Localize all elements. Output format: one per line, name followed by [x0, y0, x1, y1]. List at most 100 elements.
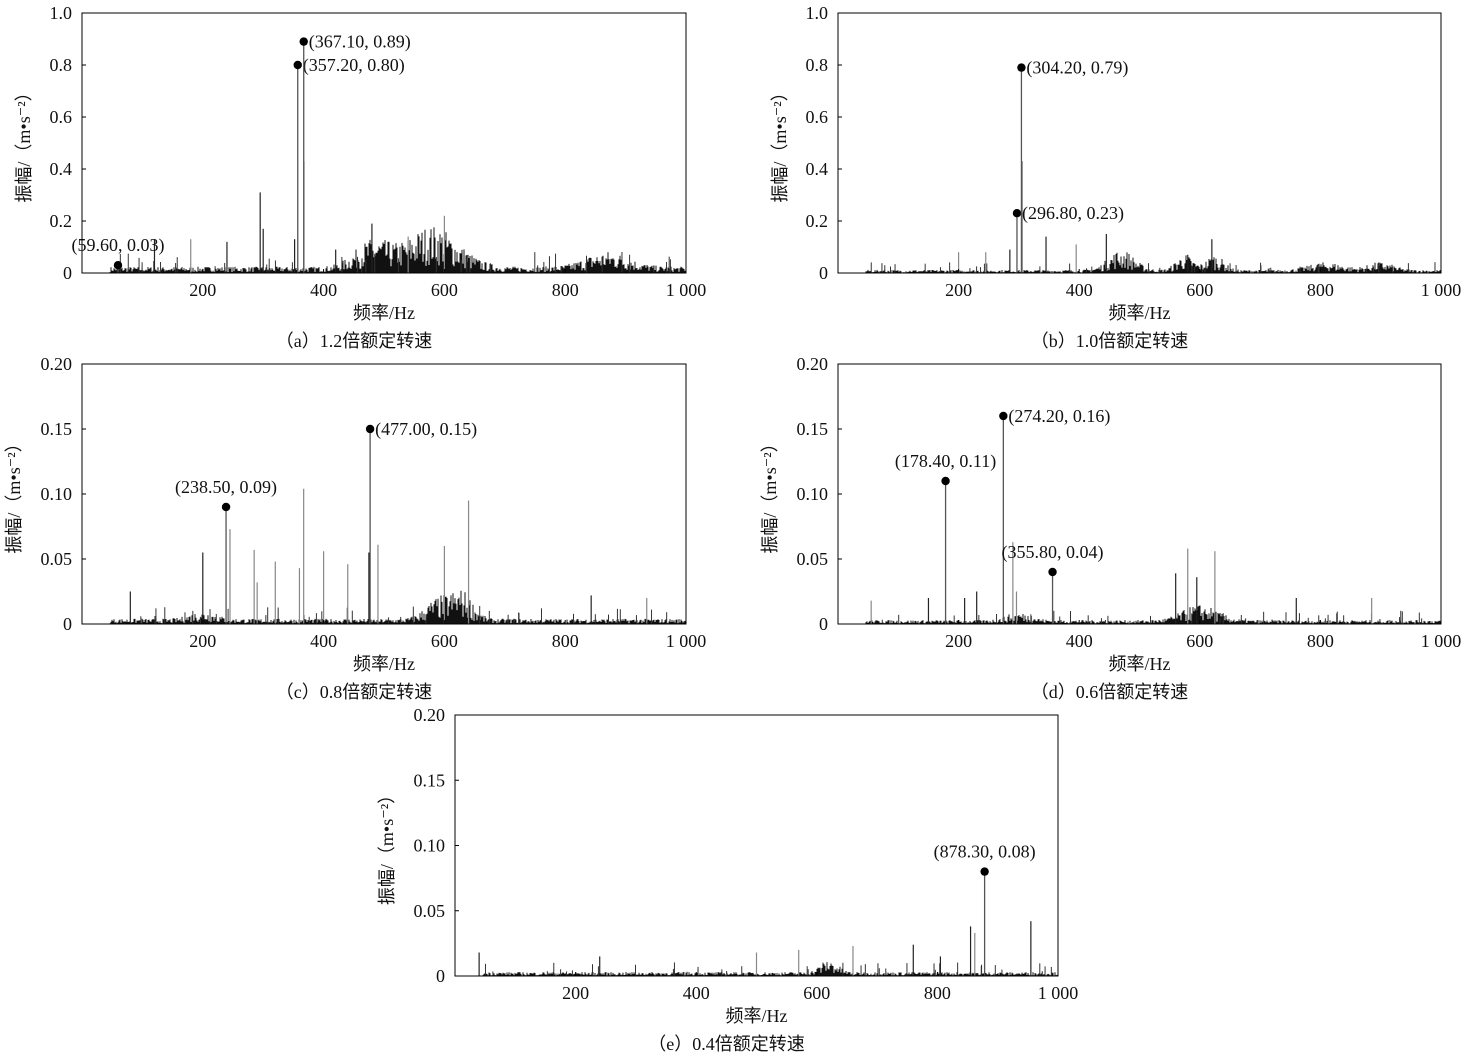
y-tick-label: 0 — [436, 966, 445, 986]
x-tick-label: 200 — [189, 631, 216, 651]
x-tick-label: 200 — [562, 983, 589, 1003]
peak-annotation: (878.30, 0.08) — [934, 842, 1036, 863]
x-tick-label: 1 000 — [666, 280, 707, 300]
y-tick-label: 0.6 — [50, 107, 73, 127]
y-tick-label: 0.20 — [797, 354, 829, 374]
y-tick-label: 0.10 — [41, 484, 73, 504]
peak-annotation: (304.20, 0.79) — [1026, 58, 1128, 79]
peak-annotation: (296.80, 0.23) — [1022, 203, 1124, 224]
peak-marker — [1048, 567, 1057, 577]
y-tick-label: 0.4 — [50, 159, 73, 179]
y-tick-label: 0.15 — [414, 770, 446, 790]
y-axis-label: 振幅/（m•s⁻²） — [760, 434, 780, 553]
y-axis-label: 振幅/（m•s⁻²） — [4, 434, 24, 553]
peak-marker — [1012, 209, 1022, 218]
x-tick-label: 400 — [1066, 631, 1093, 651]
noise-floor — [865, 605, 1441, 624]
x-tick-label: 1 000 — [1421, 631, 1462, 651]
x-tick-label: 400 — [310, 280, 337, 300]
y-tick-label: 0.2 — [806, 211, 829, 231]
x-tick-label: 800 — [1307, 280, 1334, 300]
panel-caption: （e）0.4倍额定转速 — [648, 1034, 805, 1054]
peak-marker — [999, 411, 1008, 421]
x-tick-label: 400 — [683, 983, 710, 1003]
x-tick-label: 400 — [1066, 280, 1093, 300]
peak-annotation: (477.00, 0.15) — [375, 419, 477, 440]
y-tick-label: 0.10 — [414, 836, 446, 856]
y-tick-label: 0.15 — [797, 419, 829, 439]
y-tick-label: 0.10 — [797, 484, 829, 504]
peak-annotation: (238.50, 0.09) — [175, 477, 277, 498]
y-tick-label: 0 — [63, 263, 72, 283]
peak-annotation: (357.20, 0.80) — [303, 55, 405, 76]
x-tick-label: 800 — [924, 983, 951, 1003]
plot-frame — [81, 12, 687, 274]
y-tick-label: 0.05 — [41, 549, 73, 569]
panel-e: (878.30, 0.08) 200 400 600 800 1 000 0 0.05 0.10… — [377, 705, 1078, 1054]
panel-caption: （c）0.8倍额定转速 — [276, 682, 433, 702]
panel-caption: （a）1.2倍额定转速 — [276, 331, 433, 351]
plot-frame — [837, 363, 1442, 625]
panel-caption: （d）0.6倍额定转速 — [1031, 682, 1189, 702]
peak-marker — [980, 867, 989, 876]
y-axis-label: 振幅/（m•s⁻²） — [377, 786, 397, 905]
panel-a: (59.60, 0.03) (357.20, 0.80)(367.10, 0.89… — [14, 3, 706, 351]
y-tick-label: 0.05 — [414, 901, 446, 921]
x-tick-label: 1 000 — [1038, 983, 1079, 1003]
y-tick-label: 0.15 — [41, 419, 73, 439]
peak-marker — [941, 476, 950, 486]
y-tick-label: 0.20 — [414, 705, 446, 725]
peak-marker — [299, 37, 308, 46]
x-tick-label: 800 — [552, 280, 579, 300]
peak-annotation: (274.20, 0.16) — [1008, 406, 1110, 427]
peak-annotation: (59.60, 0.03) — [71, 235, 164, 256]
plot-frame — [81, 363, 687, 625]
y-tick-label: 0 — [819, 263, 828, 283]
plot-frame — [837, 12, 1442, 274]
panel-b: (296.80, 0.23) (304.20, 0.79) 200 400 600 800… — [770, 3, 1461, 351]
noise-floor — [109, 227, 686, 273]
x-tick-label: 1 000 — [666, 631, 707, 651]
x-axis-label: 频率/Hz — [353, 303, 415, 323]
x-tick-label: 800 — [1307, 631, 1334, 651]
noise-floor — [865, 252, 1441, 273]
x-tick-label: 200 — [945, 631, 972, 651]
peak-annotation: (178.40, 0.11) — [895, 451, 996, 472]
peak-marker — [365, 424, 375, 434]
x-tick-label: 800 — [552, 631, 579, 651]
noise-floor — [109, 590, 686, 624]
panel-caption: （b）1.0倍额定转速 — [1031, 331, 1189, 351]
y-tick-label: 0 — [63, 614, 72, 634]
x-tick-label: 600 — [431, 631, 458, 651]
peak-marker — [221, 502, 231, 512]
x-tick-label: 600 — [803, 983, 830, 1003]
x-tick-label: 400 — [310, 631, 337, 651]
y-axis-label: 振幅/（m•s⁻²） — [14, 83, 34, 202]
y-tick-label: 0.05 — [797, 549, 829, 569]
y-tick-label: 0.8 — [806, 55, 829, 75]
peak-marker — [1017, 63, 1026, 72]
peak-annotation: (355.80, 0.04) — [1002, 542, 1104, 563]
y-tick-label: 0.4 — [806, 159, 829, 179]
y-tick-label: 1.0 — [806, 3, 829, 23]
peak-annotation: (367.10, 0.89) — [309, 32, 411, 53]
y-axis-label: 振幅/（m•s⁻²） — [770, 83, 790, 202]
x-tick-label: 1 000 — [1421, 280, 1462, 300]
x-axis-label: 频率/Hz — [353, 654, 415, 674]
panel-c: (238.50, 0.09) (477.00, 0.15) 200 400 600 800… — [4, 354, 706, 702]
x-axis-label: 频率/Hz — [1109, 654, 1171, 674]
peak-marker — [293, 60, 302, 70]
x-tick-label: 200 — [189, 280, 216, 300]
y-tick-label: 0.2 — [50, 211, 73, 231]
peak-marker — [113, 261, 123, 270]
x-tick-label: 600 — [1186, 631, 1213, 651]
y-tick-label: 0 — [819, 614, 828, 634]
y-tick-label: 0.20 — [41, 354, 73, 374]
x-tick-label: 200 — [945, 280, 972, 300]
x-axis-label: 频率/Hz — [726, 1006, 788, 1026]
y-tick-label: 0.6 — [806, 107, 829, 127]
y-tick-label: 1.0 — [50, 3, 73, 23]
panel-d: (178.40, 0.11) (274.20, 0.16) (355.80, 0.0… — [760, 354, 1461, 702]
x-tick-label: 600 — [431, 280, 458, 300]
